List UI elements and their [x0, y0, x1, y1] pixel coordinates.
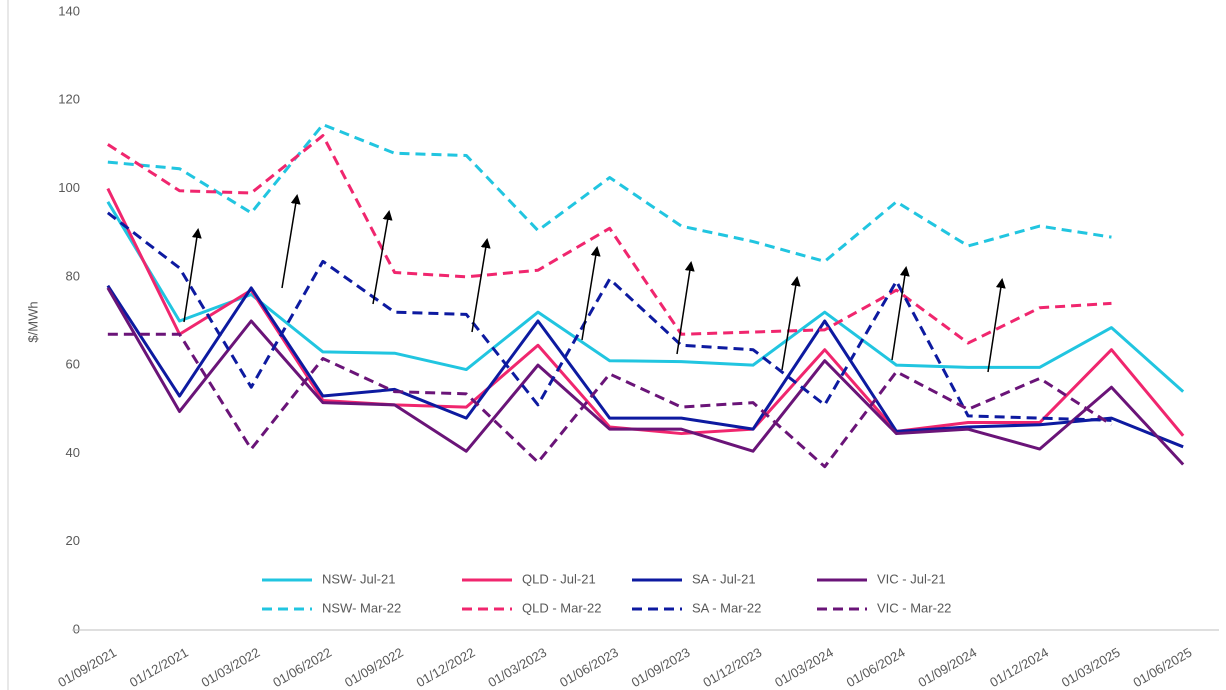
arrow — [471, 238, 491, 333]
x-tick-label: 01/09/2024 — [915, 645, 979, 690]
x-tick-label: 01/12/2024 — [987, 645, 1051, 690]
legend-label: QLD - Mar-22 — [522, 600, 601, 615]
y-tick-label: 140 — [58, 3, 80, 18]
arrow — [676, 261, 695, 355]
arrows — [183, 194, 1006, 373]
series-line — [106, 187, 1185, 437]
x-tick-label: 01/09/2023 — [629, 645, 693, 690]
x-tick-label: 01/03/2023 — [485, 645, 549, 690]
y-tick-label: 0 — [73, 621, 80, 636]
arrow — [183, 228, 202, 323]
series-line — [107, 332, 1113, 469]
legend-label: NSW- Jul-21 — [322, 571, 395, 586]
x-tick-label: 01/03/2025 — [1059, 645, 1123, 690]
arrow — [891, 266, 910, 361]
x-tick-label: 01/06/2023 — [557, 645, 621, 690]
legend-label: VIC - Mar-22 — [877, 600, 951, 615]
series-line — [107, 123, 1112, 263]
y-tick-label: 80 — [66, 268, 80, 283]
x-tick-label: 01/09/2022 — [342, 645, 406, 690]
arrow — [281, 194, 301, 289]
legend-label: SA - Jul-21 — [692, 571, 756, 586]
series-line — [106, 284, 1184, 449]
x-tick-label: 01/06/2025 — [1131, 645, 1195, 690]
legend-label: QLD - Jul-21 — [522, 571, 596, 586]
y-tick-label: 100 — [58, 180, 80, 195]
x-tick-label: 01/12/2023 — [700, 645, 764, 690]
x-tick-label: 01/06/2024 — [844, 645, 908, 690]
series-line — [106, 287, 1185, 466]
y-axis-label: $/MWh — [25, 301, 40, 342]
legend-label: NSW- Mar-22 — [322, 600, 401, 615]
x-tick-label: 01/03/2024 — [772, 645, 836, 690]
x-tick-label: 01/06/2022 — [270, 645, 334, 690]
series-line — [107, 134, 1112, 345]
arrow — [372, 210, 393, 305]
y-tick-label: 60 — [66, 357, 80, 372]
series-line — [106, 211, 1112, 422]
arrow — [987, 278, 1006, 373]
legend-label: SA - Mar-22 — [692, 600, 761, 615]
y-tick-label: 120 — [58, 92, 80, 107]
arrow — [781, 276, 801, 371]
arrow — [581, 246, 601, 341]
x-tick-label: 01/12/2022 — [414, 645, 478, 690]
x-tick-label: 01/03/2022 — [199, 645, 263, 690]
x-tick-label: 01/09/2021 — [55, 645, 119, 690]
legend-label: VIC - Jul-21 — [877, 571, 946, 586]
series-line — [106, 201, 1185, 393]
y-tick-label: 40 — [66, 445, 80, 460]
x-tick-label: 01/12/2021 — [127, 645, 191, 690]
y-tick-label: 20 — [66, 533, 80, 548]
